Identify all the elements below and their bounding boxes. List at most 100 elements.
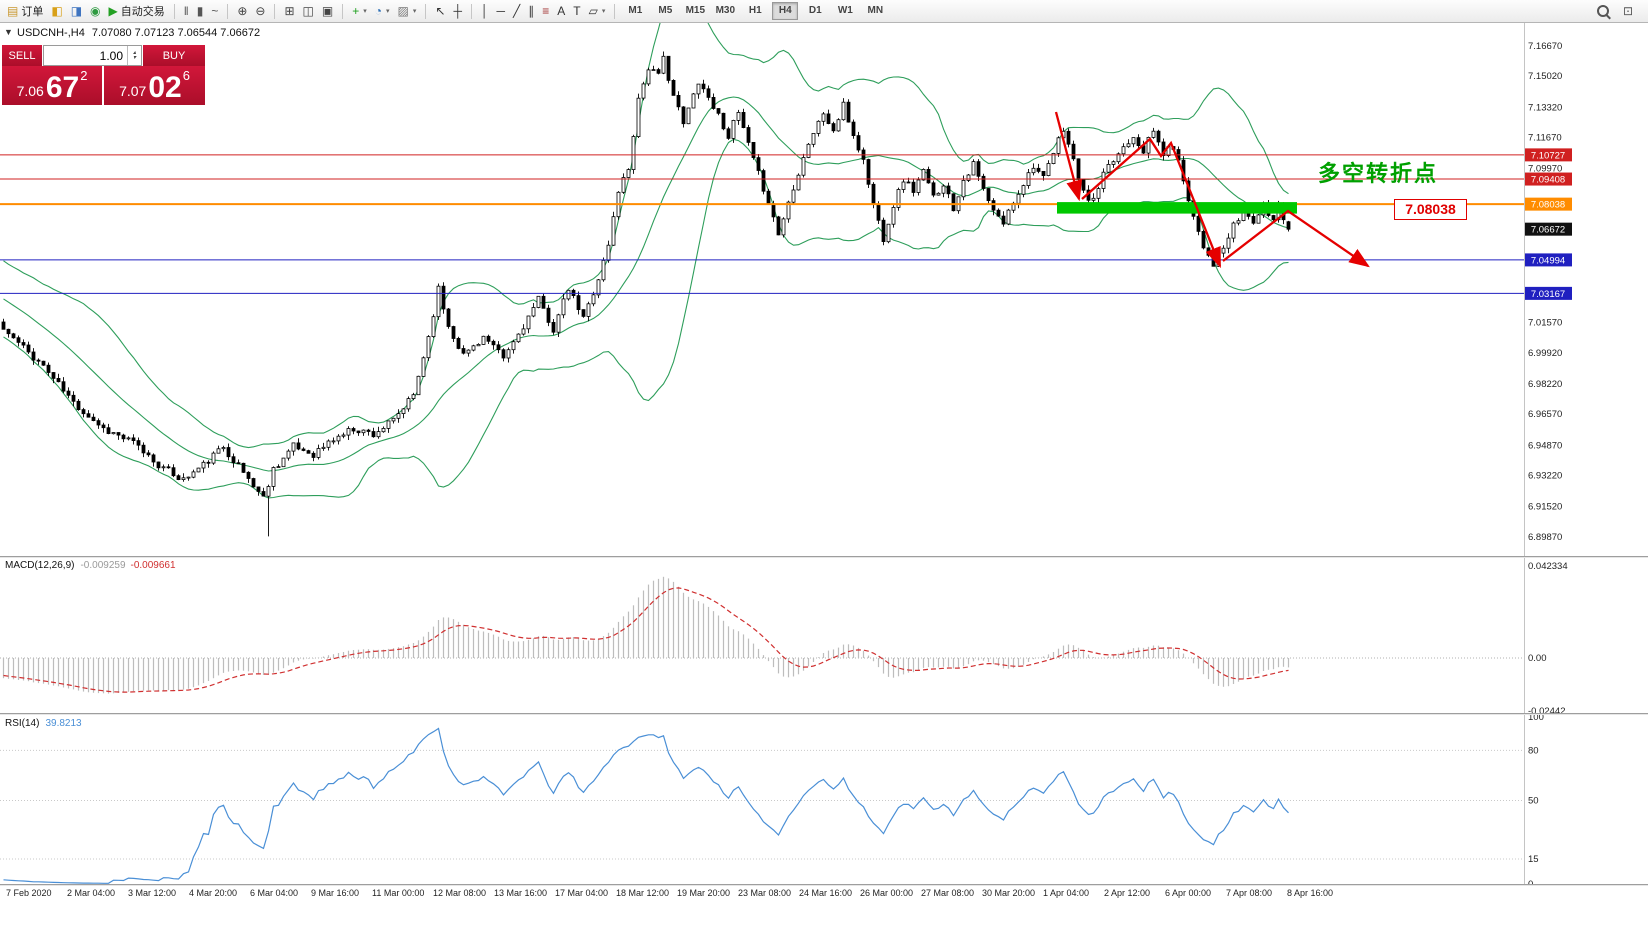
one-click-collapse-icon[interactable]: ▼ [4,27,13,37]
candlestick-chart-button[interactable]: ▮ [194,2,207,20]
toolbar-separator [470,3,472,19]
crosshair-button[interactable]: ┼ [450,2,465,20]
time-label: 6 Mar 04:00 [250,888,299,898]
rsi-value: 39.8213 [45,718,82,729]
svg-text:15: 15 [1528,854,1539,865]
rsi-line [3,727,1289,884]
main-chart-canvas[interactable]: 7.16670 7.15020 7.13320 7.11670 7.09970 7.015… [0,22,1648,556]
timeframe-button-h1[interactable]: H1 [748,5,762,16]
time-label: 8 Apr 16:00 [1287,888,1334,898]
volume-stepper[interactable]: ▴ ▾ [127,46,141,65]
text-label-button[interactable]: T [570,2,583,20]
svg-text:7.01570: 7.01570 [1528,318,1562,329]
timeframe-button-m30[interactable]: M30 [715,5,736,16]
timeframe-button-m15[interactable]: M15 [685,5,706,16]
periods-dropdown-icon[interactable]: ▾ [386,8,390,15]
svg-text:7.06672: 7.06672 [1531,225,1565,236]
volume-up-icon[interactable]: ▴ [132,49,136,56]
timeframe-button-d1[interactable]: D1 [808,5,822,16]
vertical-line-button[interactable]: │ [478,2,492,20]
templates-dropdown-icon[interactable]: ▾ [412,8,417,15]
time-axis[interactable]: 7 Feb 2020 2 Mar 04:00 3 Mar 12:00 4 Mar 20… [0,887,1648,903]
candlestick-chart-icon: ▮ [196,4,204,18]
shapes-icon: ▱ [588,4,598,18]
svg-text:6.93220: 6.93220 [1528,471,1562,482]
time-label: 2 Apr 12:00 [1104,888,1151,898]
channel-button[interactable]: ∥ [525,2,537,20]
timeframe-button-w1[interactable]: W1 [837,5,853,16]
tile-windows-button[interactable]: ⊞ [281,2,297,20]
svg-text:0.00: 0.00 [1528,653,1547,664]
one-click-trading-panel: SELL 1.00 ▴ ▾ BUY 7.06 67 2 7.07 02 6 [2,45,205,105]
periods-icon: ◔ [374,4,382,18]
templates-button[interactable]: ▨ ▾ [395,2,420,20]
rsi-name: RSI(14) [5,718,40,729]
profiles-button[interactable]: ◨ [68,2,85,20]
timeframe-button-m1[interactable]: M1 [628,5,643,16]
auto-trading-button[interactable]: ▶ 自动交易 [106,2,168,20]
indicators-button[interactable]: + ▾ [349,2,370,20]
fibonacci-button[interactable]: ≡ [539,2,552,20]
volume-down-icon[interactable]: ▾ [132,54,136,61]
rsi-indicator-label: RSI(14) 39.8213 [5,718,82,729]
macd-signal-value: -0.009661 [130,560,176,571]
new-order-button[interactable]: ▤ 订单 [4,2,46,20]
svg-text:0: 0 [1528,879,1533,884]
volume-value[interactable]: 1.00 [99,49,123,63]
zoom-out-button[interactable]: ⊖ [252,2,268,20]
macd-panel-canvas[interactable]: 0.042334 0.00 -0.02442 [0,558,1648,713]
text-button[interactable]: A [554,2,568,20]
shapes-button[interactable]: ▱ ▾ [586,2,609,20]
bid-price-sup: 2 [80,68,88,83]
svg-text:7.13320: 7.13320 [1528,102,1562,113]
time-label: 1 Apr 04:00 [1043,888,1090,898]
shapes-dropdown-icon[interactable]: ▾ [601,8,606,15]
new-chart-button[interactable]: ◫ [300,2,317,20]
svg-text:7.15020: 7.15020 [1528,71,1562,82]
rsi-panel-canvas[interactable]: 100 80 50 15 0 [0,715,1648,884]
line-chart-icon: ~ [211,4,219,18]
search-button[interactable] [1594,2,1612,20]
volume-input[interactable]: 1.00 ▴ ▾ [43,45,142,66]
panel-separator[interactable] [0,556,1648,558]
svg-text:7.10727: 7.10727 [1531,150,1565,161]
timeframe-button-mn[interactable]: MN [867,5,884,16]
trend-arrow[interactable] [1222,209,1370,268]
macd-indicator-label: MACD(12,26,9) -0.009259 -0.009661 [5,560,176,571]
chart-title: USDCNH-,H4 7.07080 7.07123 7.06544 7.0667… [17,27,260,39]
support-zone[interactable] [1057,202,1297,214]
svg-text:100: 100 [1528,715,1544,723]
panel-separator[interactable] [0,713,1648,715]
chart-list-button[interactable]: ▣ [319,2,336,20]
time-label: 24 Mar 16:00 [799,888,853,898]
line-chart-button[interactable]: ~ [208,2,221,20]
horizontal-line-button[interactable]: ─ [493,2,508,20]
price-tag-label[interactable]: 7.08038 [1394,199,1467,220]
cursor-button[interactable]: ↖ [432,2,448,20]
new-chart-icon: ◫ [302,4,314,18]
sell-label[interactable]: SELL [2,45,42,66]
chart-list-icon: ▣ [321,4,334,18]
trend-arrow[interactable] [1054,111,1083,202]
market-watch-button[interactable]: ◧ [48,2,65,20]
timeframe-button-m5[interactable]: M5 [658,5,673,16]
buy-button[interactable]: 7.07 02 6 [104,66,205,105]
time-label: 7 Apr 08:00 [1226,888,1273,898]
bar-chart-button[interactable]: ‖ [181,2,192,20]
trendline-button[interactable]: ╱ [510,2,523,20]
sell-button[interactable]: 7.06 67 2 [2,66,102,105]
turning-point-annotation[interactable]: 多空转折点 [1318,161,1439,186]
time-label: 17 Mar 04:00 [555,888,609,898]
buy-label[interactable]: BUY [143,45,205,66]
new-order-label: 订单 [21,6,44,18]
navigator-button[interactable]: ◉ [87,2,103,20]
expand-window-button[interactable]: ⊡ [1620,2,1636,20]
periods-button[interactable]: ◔ ▾ [372,2,393,20]
macd-main-value: -0.009259 [80,560,126,571]
panel-separator[interactable] [0,884,1648,886]
time-label: 30 Mar 20:00 [982,888,1036,898]
trend-arrow[interactable] [1081,137,1222,269]
indicators-dropdown-icon[interactable]: ▾ [363,8,367,15]
zoom-in-button[interactable]: ⊕ [234,2,250,20]
timeframe-button-h4[interactable]: H4 [772,2,799,20]
